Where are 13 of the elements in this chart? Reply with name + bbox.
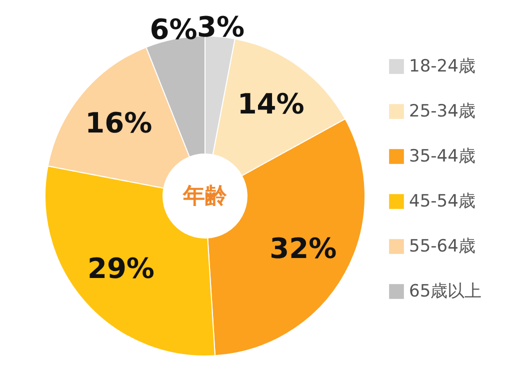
data-label: 3% bbox=[197, 10, 245, 44]
data-label: 16% bbox=[85, 106, 152, 140]
data-label: 29% bbox=[87, 252, 155, 286]
legend-label: 55-64歳 bbox=[409, 236, 476, 256]
legend-label: 35-44歳 bbox=[409, 146, 476, 166]
text: 年齢 bbox=[182, 184, 228, 209]
data-label: 6% bbox=[150, 12, 198, 46]
legend-label: 25-34歳 bbox=[409, 102, 476, 122]
legend-label: 18-24歳 bbox=[409, 56, 476, 76]
legend-label: 45-54歳 bbox=[409, 192, 476, 212]
data-label: 14% bbox=[237, 87, 304, 120]
legend-label: 65歳以上 bbox=[409, 282, 482, 302]
data-label: 32% bbox=[270, 232, 337, 265]
